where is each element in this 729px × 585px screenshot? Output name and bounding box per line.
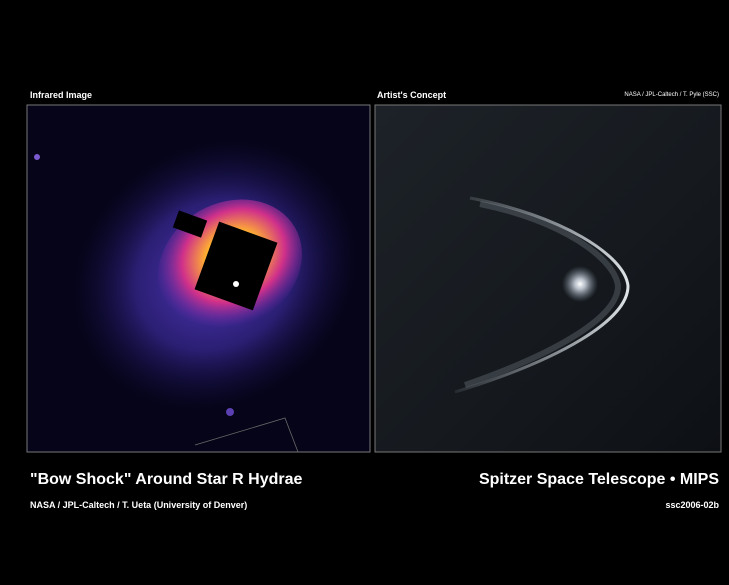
caption-credit: NASA / JPL-Caltech / T. Ueta (University… <box>30 500 248 510</box>
panel-label: Artist's Concept <box>377 90 447 100</box>
panel-label: Infrared Image <box>30 90 93 100</box>
caption-mission: Spitzer Space Telescope • MIPS <box>478 471 719 488</box>
concept-panel <box>374 104 722 453</box>
infrared-nebula <box>34 138 359 453</box>
caption-title: "Bow Shock" Around Star R Hydrae <box>30 471 303 488</box>
panel-credit: NASA / JPL-Caltech / T. Pyle (SSC) <box>624 92 719 98</box>
caption-id: ssc2006-02b <box>665 500 719 510</box>
bow-shock <box>454 196 630 394</box>
